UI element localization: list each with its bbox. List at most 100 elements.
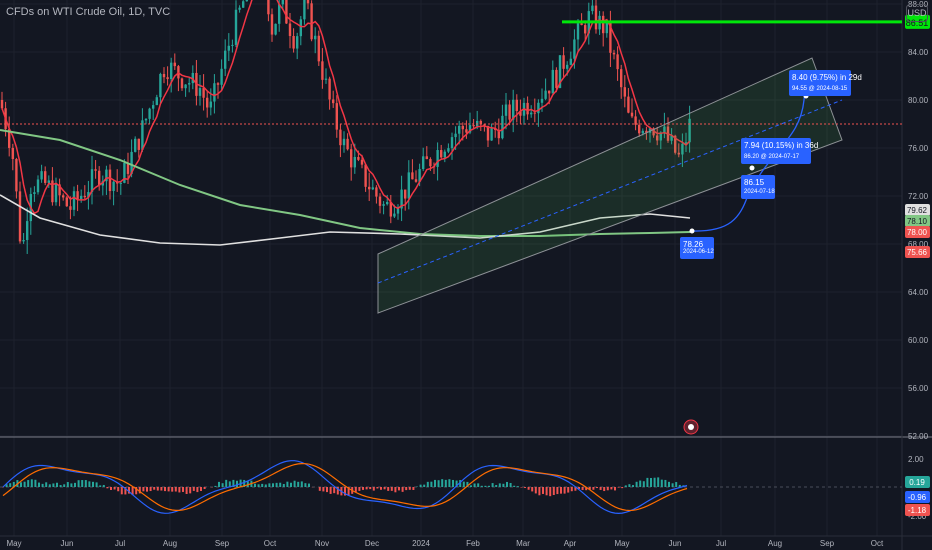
candle-body [317, 35, 320, 62]
macd-histogram-bar [167, 487, 170, 492]
macd-histogram-bar [92, 481, 94, 487]
macd-histogram-bar [329, 487, 332, 494]
candle-body [353, 156, 356, 168]
candle-body [497, 129, 500, 139]
macd-histogram-bar [189, 487, 192, 494]
level-price-label: 86.51 [906, 18, 929, 28]
macd-histogram-bar [624, 485, 627, 487]
macd-histogram-bar [308, 483, 310, 487]
candle-body [339, 129, 342, 146]
macd-histogram-bar [304, 483, 307, 487]
candle-body [648, 128, 652, 133]
candle-body [188, 83, 191, 85]
candle-body [562, 55, 565, 69]
candle-body [645, 130, 648, 133]
macd-histogram-bar [524, 487, 526, 488]
macd-histogram-bar [448, 479, 451, 487]
macd-histogram-bar [286, 481, 289, 487]
macd-histogram-bar [106, 487, 109, 489]
candle-body [490, 128, 493, 141]
candle-body [65, 197, 68, 207]
macd-histogram-bar [282, 483, 285, 487]
macd-histogram-bar [387, 487, 390, 491]
macd-histogram-bar [419, 484, 422, 487]
candle-body [360, 159, 364, 165]
candle-body [335, 103, 338, 130]
x-tick-label: Apr [564, 539, 577, 548]
macd-histogram-bar [243, 479, 246, 487]
macd-histogram-bar [45, 482, 48, 487]
candle-body [368, 186, 371, 190]
macd-histogram-bar [113, 487, 116, 490]
x-tick-label: Sep [215, 539, 230, 548]
candle-body [555, 69, 558, 88]
candle-body [465, 129, 468, 133]
candle-body [663, 126, 666, 133]
macd-histogram-bar [412, 487, 415, 490]
candle-body [54, 184, 58, 203]
candle-body [551, 69, 554, 94]
candle-body [594, 5, 598, 30]
macd-histogram-bar [560, 487, 562, 494]
symbol-title[interactable]: CFDs on WTI Crude Oil, 1D, TVC [6, 6, 171, 18]
candle-body [220, 68, 223, 85]
x-tick-label: 2024 [412, 539, 430, 548]
candle-body [382, 204, 385, 206]
candle-body [418, 169, 421, 182]
macd-histogram-bar [488, 485, 490, 487]
ma-mid-line [0, 129, 691, 237]
candle-body [209, 101, 212, 108]
macd-histogram-bar [41, 483, 44, 487]
candle-body [152, 105, 155, 109]
macd-histogram-bar [293, 480, 296, 487]
candle-body [393, 213, 396, 217]
projection-callout-line2: 2024-06-12 [683, 249, 714, 255]
macd-histogram-bar [52, 483, 55, 487]
macd-pane: 2.00 -2.00 0.19 -0.96 -1.18 [0, 455, 930, 521]
currency-button[interactable]: USD [906, 4, 928, 22]
y-tick-label: 64.00 [908, 288, 929, 297]
candle-body [501, 115, 504, 139]
macd-histogram-bar [153, 487, 156, 490]
macd-histogram-bar [261, 483, 264, 487]
macd-histogram-bar [484, 485, 487, 487]
macd-value-label: 0.19 [909, 478, 925, 487]
candle-body [616, 54, 619, 70]
candle-body [479, 120, 482, 125]
candle-body [386, 201, 389, 205]
macd-histogram-bar [185, 487, 188, 494]
projection-callout-line1: 86.15 [744, 178, 765, 187]
macd-histogram-bar [228, 481, 231, 487]
candle-body [443, 151, 446, 158]
macd-histogram-bar [81, 480, 84, 487]
candle-body [234, 9, 238, 45]
macd-histogram-bar [275, 482, 278, 487]
macd-value-tag [905, 491, 930, 503]
candle-body [389, 201, 392, 217]
x-tick-label: Oct [871, 539, 884, 548]
macd-histogram-bar [63, 484, 66, 487]
macd-histogram-bar [596, 487, 598, 489]
candle-body [486, 125, 490, 141]
candle-body [504, 104, 508, 116]
candle-body [213, 83, 216, 102]
macd-histogram-bar [470, 485, 472, 487]
candle-body [584, 25, 587, 34]
candle-body [224, 50, 227, 69]
macd-histogram-bar [192, 487, 195, 491]
candle-body [378, 196, 382, 206]
candle-body [656, 135, 659, 141]
macd-value-tag [905, 476, 930, 488]
macd-histogram-bar [160, 487, 163, 491]
macd-histogram-bar [264, 484, 267, 487]
candle-body [533, 112, 536, 114]
ma-fast-line [1, 0, 691, 215]
macd-histogram-bar [354, 487, 357, 492]
macd-histogram-bar [225, 479, 228, 487]
candle-body [681, 143, 684, 155]
candle-body [436, 150, 439, 167]
candle-body [450, 137, 454, 149]
candle-body [576, 23, 580, 40]
